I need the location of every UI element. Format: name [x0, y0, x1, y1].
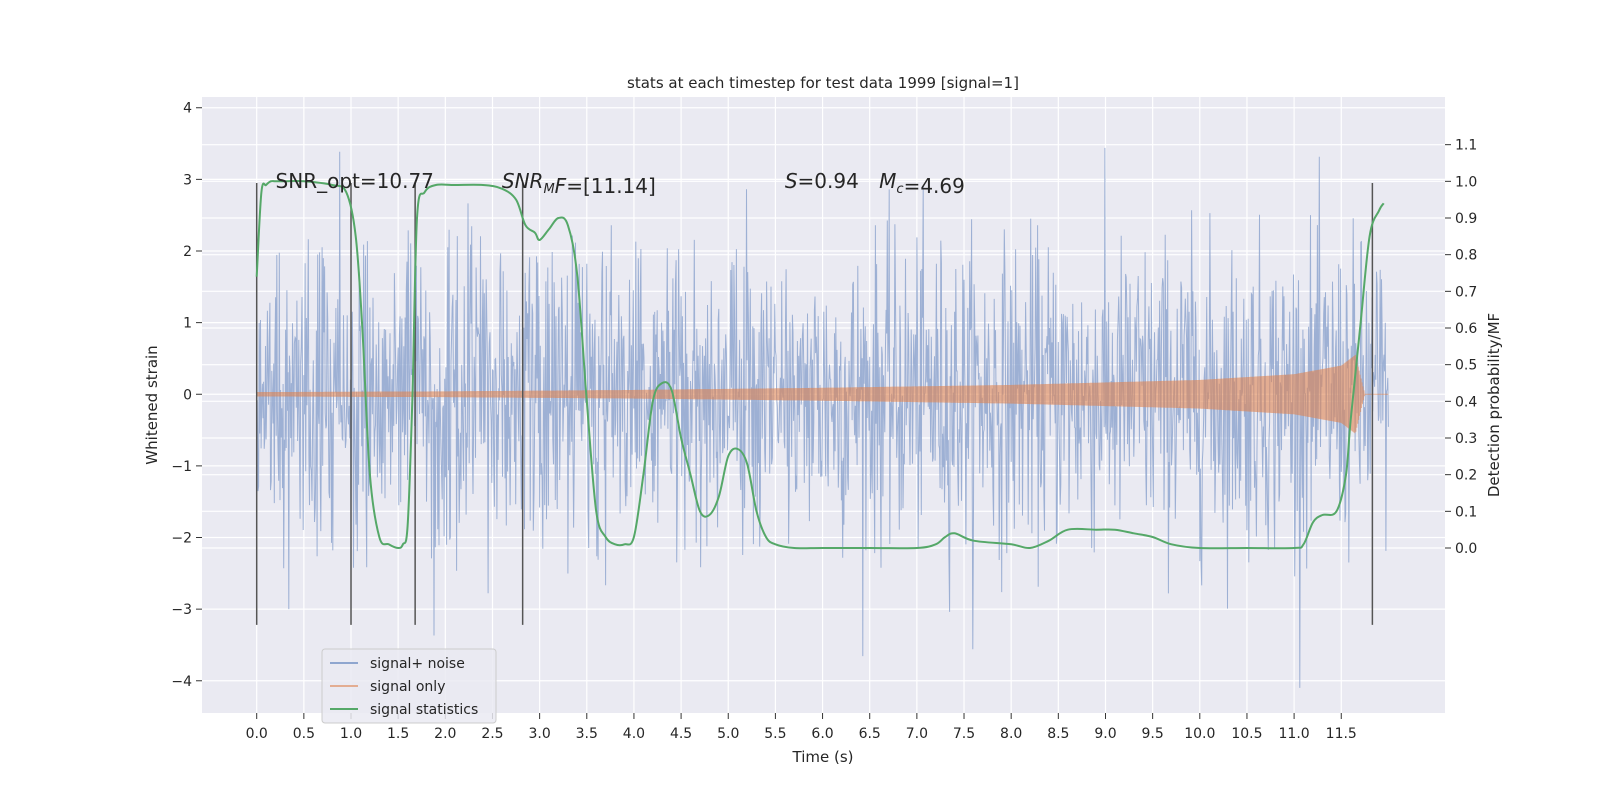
x-tick-label: 0.0 — [246, 726, 268, 742]
y-tick-label: 0 — [183, 387, 192, 403]
y-right-tick-label: 0.0 — [1455, 541, 1477, 557]
statistics-line — [255, 180, 1385, 550]
y-right-tick-label: 0.6 — [1455, 321, 1477, 337]
x-tick-label: 5.0 — [717, 726, 739, 742]
annotation-3: Mc=4.69 — [879, 169, 965, 198]
x-tick-label: 8.5 — [1047, 726, 1069, 742]
annotation-2: S=0.94 — [785, 169, 859, 193]
annotation-0: SNR_opt=10.77 — [276, 169, 434, 193]
x-tick-label: 11.5 — [1326, 726, 1357, 742]
x-tick-label: 1.0 — [340, 726, 362, 742]
y-tick-label: −3 — [171, 602, 192, 618]
y-right-tick-label: 0.9 — [1455, 211, 1477, 227]
x-tick-label: 7.0 — [906, 726, 928, 742]
axes: 0.0 0.5 1.0 1.5 2.0 2.5 3.0 3.5 4.0 4.5 5.0 5.5 6.0 6… — [171, 101, 1477, 742]
y-right-tick-label: 0.8 — [1455, 248, 1477, 264]
legend-label-statistics: signal statistics — [370, 702, 478, 718]
legend-box — [321, 648, 497, 724]
y-axis-label-right: Detection probability/MF — [1485, 313, 1503, 497]
x-tick-label: 2.0 — [434, 726, 456, 742]
y-tick-label: −4 — [171, 674, 192, 690]
signal-series — [256, 354, 1389, 434]
y-right-tick-label: 0.4 — [1455, 394, 1477, 410]
y-right-tick-label: 0.2 — [1455, 468, 1477, 484]
x-tick-label: 8.0 — [1000, 726, 1022, 742]
x-tick-label: 6.5 — [859, 726, 881, 742]
y-right-tick-label: 0.3 — [1455, 431, 1477, 447]
x-tick-label: 11.0 — [1279, 726, 1310, 742]
annotations: SNR_opt=10.77 SNRMF=[11.14] S=0.94 Mc=4.69 — [276, 169, 965, 198]
statistics-series — [255, 180, 1385, 550]
x-tick-label: 6.0 — [811, 726, 833, 742]
x-tick-label: 4.0 — [623, 726, 645, 742]
x-axis-label: Time (s) — [792, 748, 854, 766]
y-tick-label: 4 — [183, 101, 192, 117]
chart-title: stats at each timestep for test data 199… — [627, 74, 1019, 92]
legend-label-noise: signal+ noise — [370, 656, 465, 672]
x-tick-label: 10.5 — [1231, 726, 1262, 742]
y-right-tick-label: 0.7 — [1455, 284, 1477, 300]
x-tick-label: 3.5 — [576, 726, 598, 742]
annotation-1: SNRMF=[11.14] — [502, 169, 656, 198]
x-tick-label: 2.5 — [481, 726, 503, 742]
x-tick-label: 9.0 — [1094, 726, 1116, 742]
y-axis-label: Whitened strain — [143, 345, 161, 464]
x-tick-label: 10.0 — [1184, 726, 1215, 742]
x-tick-label: 1.5 — [387, 726, 409, 742]
y-tick-label: 1 — [183, 316, 192, 332]
y-right-tick-label: 0.1 — [1455, 504, 1477, 520]
y-tick-label: −2 — [171, 531, 192, 547]
y-right-tick-label: 1.0 — [1455, 174, 1477, 190]
x-tick-label: 7.5 — [953, 726, 975, 742]
legend-label-signal: signal only — [370, 679, 445, 695]
y-tick-label: 2 — [183, 244, 192, 260]
x-tick-label: 0.5 — [293, 726, 315, 742]
y-right-tick-label: 0.5 — [1455, 358, 1477, 374]
legend: signal+ noise signal only signal statist… — [321, 648, 497, 724]
y-tick-label: −1 — [171, 459, 192, 475]
x-tick-label: 4.5 — [670, 726, 692, 742]
x-tick-label: 9.5 — [1142, 726, 1164, 742]
y-tick-label: 3 — [183, 172, 192, 188]
y-right-tick-label: 1.1 — [1455, 138, 1477, 154]
x-tick-label: 5.5 — [764, 726, 786, 742]
x-tick-label: 3.0 — [528, 726, 550, 742]
signal-line — [256, 354, 1389, 434]
